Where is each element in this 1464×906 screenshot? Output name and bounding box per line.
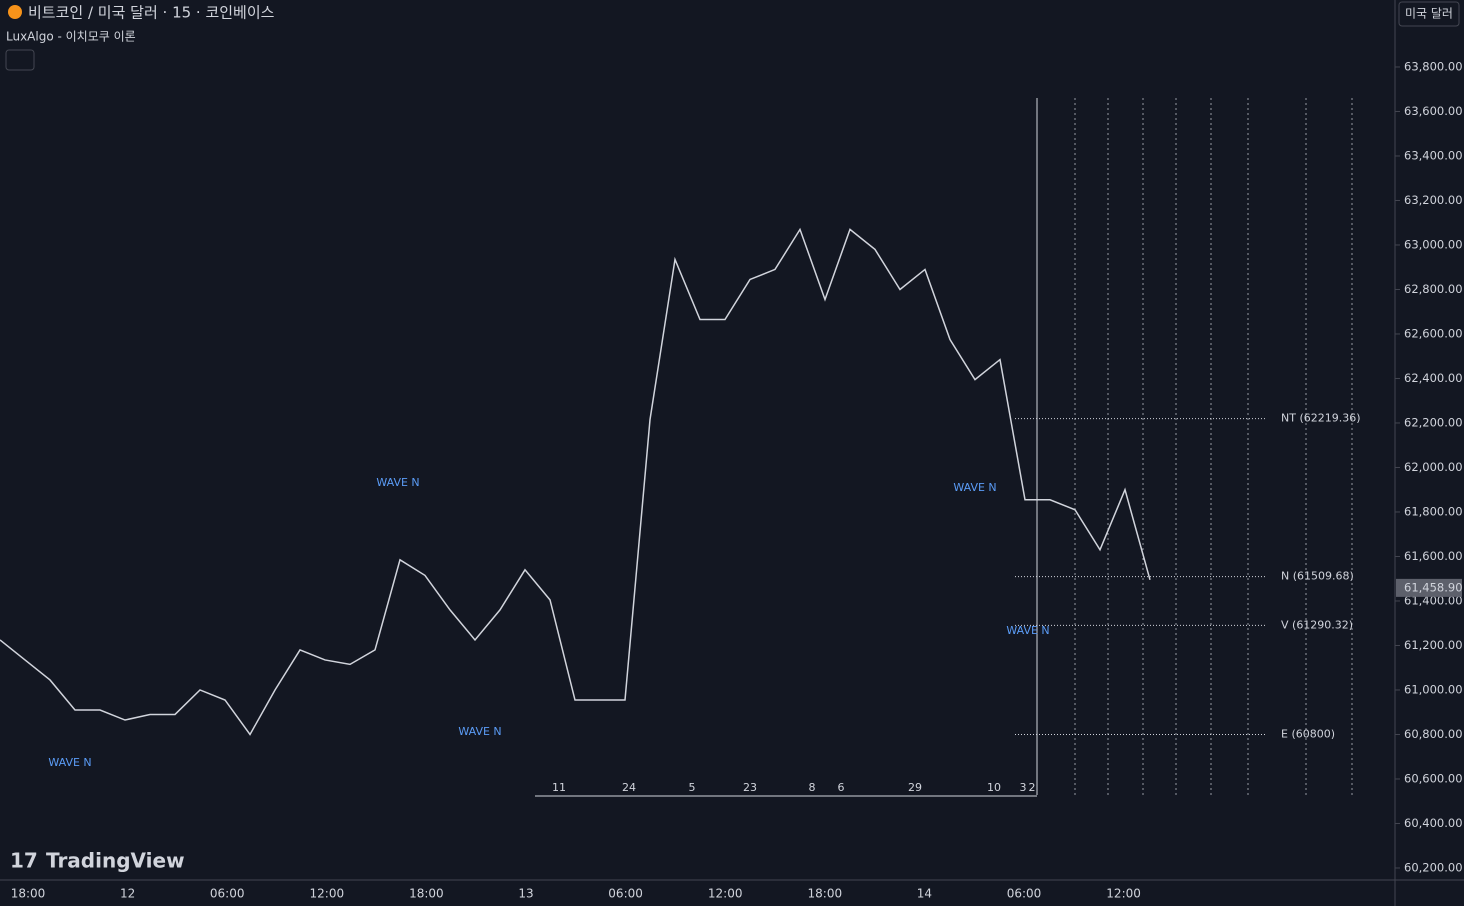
x-tick-label: 13 xyxy=(518,887,533,901)
y-tick-label: 62,800.00 xyxy=(1404,282,1463,296)
y-tick-label: 62,200.00 xyxy=(1404,415,1463,429)
x-tick-label: 18:00 xyxy=(11,887,46,901)
count-label: 6 xyxy=(838,781,845,794)
y-tick-label: 61,400.00 xyxy=(1404,593,1463,607)
count-label: 8 xyxy=(809,781,816,794)
x-tick-label: 12:00 xyxy=(1106,887,1141,901)
x-tick-label: 18:00 xyxy=(808,887,843,901)
y-tick-label: 63,600.00 xyxy=(1404,104,1463,118)
currency: 미국 달러 xyxy=(1405,7,1453,21)
count-label: 11 xyxy=(552,781,566,794)
count-label: 10 xyxy=(987,781,1001,794)
level-label: N (61509.68) xyxy=(1281,570,1354,583)
y-tick-label: 60,600.00 xyxy=(1404,771,1463,785)
currency-button[interactable] xyxy=(1398,1,1460,27)
collapse-button[interactable] xyxy=(5,49,35,71)
x-tick-label: 12 xyxy=(120,887,135,901)
brand-logo: 17 xyxy=(10,849,38,873)
y-tick-label: 61,000.00 xyxy=(1404,682,1463,696)
wave-label: WAVE N xyxy=(376,476,419,489)
count-label: 24 xyxy=(622,781,636,794)
symbol: 비트코인 / 미국 달러 · 15 · 코인베이스 xyxy=(28,4,275,22)
y-tick-label: 63,400.00 xyxy=(1404,148,1463,162)
x-tick-label: 06:00 xyxy=(1007,887,1042,901)
coin-icon xyxy=(8,5,22,19)
x-tick-label: 12:00 xyxy=(708,887,743,901)
price-line xyxy=(0,227,1151,736)
y-tick-label: 60,200.00 xyxy=(1404,860,1463,874)
level-label: E (60800) xyxy=(1281,727,1335,740)
x-tick-label: 06:00 xyxy=(210,887,245,901)
indicator: LuxAlgo - 이치모쿠 이론 xyxy=(6,30,136,44)
y-tick-label: 61,800.00 xyxy=(1404,504,1463,518)
x-tick-label: 14 xyxy=(917,887,932,901)
level-label: NT (62219.36) xyxy=(1281,412,1361,425)
count-label: 2 xyxy=(1029,781,1036,794)
y-tick-label: 62,600.00 xyxy=(1404,326,1463,340)
last-price-box xyxy=(1396,578,1462,597)
y-tick-label: 62,000.00 xyxy=(1404,460,1463,474)
count-label: 23 xyxy=(743,781,757,794)
y-tick-label: 60,800.00 xyxy=(1404,727,1463,741)
y-tick-label: 63,800.00 xyxy=(1404,59,1463,73)
wave-label: WAVE N xyxy=(953,481,996,494)
level-label: V (61290.32) xyxy=(1281,618,1353,631)
y-tick-label: 63,200.00 xyxy=(1404,193,1463,207)
y-tick-label: 63,000.00 xyxy=(1404,237,1463,251)
y-tick-label: 62,400.00 xyxy=(1404,371,1463,385)
x-tick-label: 18:00 xyxy=(409,887,444,901)
brand: TradingView xyxy=(46,849,185,873)
count-label: 3 xyxy=(1020,781,1027,794)
wave-label: WAVE N xyxy=(458,725,501,738)
x-tick-label: 12:00 xyxy=(310,887,345,901)
last-price: 61,458.90 xyxy=(1404,580,1463,594)
y-tick-label: 61,600.00 xyxy=(1404,549,1463,563)
y-tick-label: 61,200.00 xyxy=(1404,638,1463,652)
count-label: 5 xyxy=(689,781,696,794)
wave-label: WAVE N xyxy=(48,756,91,769)
y-tick-label: 60,400.00 xyxy=(1404,816,1463,830)
x-tick-label: 06:00 xyxy=(608,887,643,901)
count-label: 29 xyxy=(908,781,922,794)
wave-label: WAVE N xyxy=(1006,624,1049,637)
